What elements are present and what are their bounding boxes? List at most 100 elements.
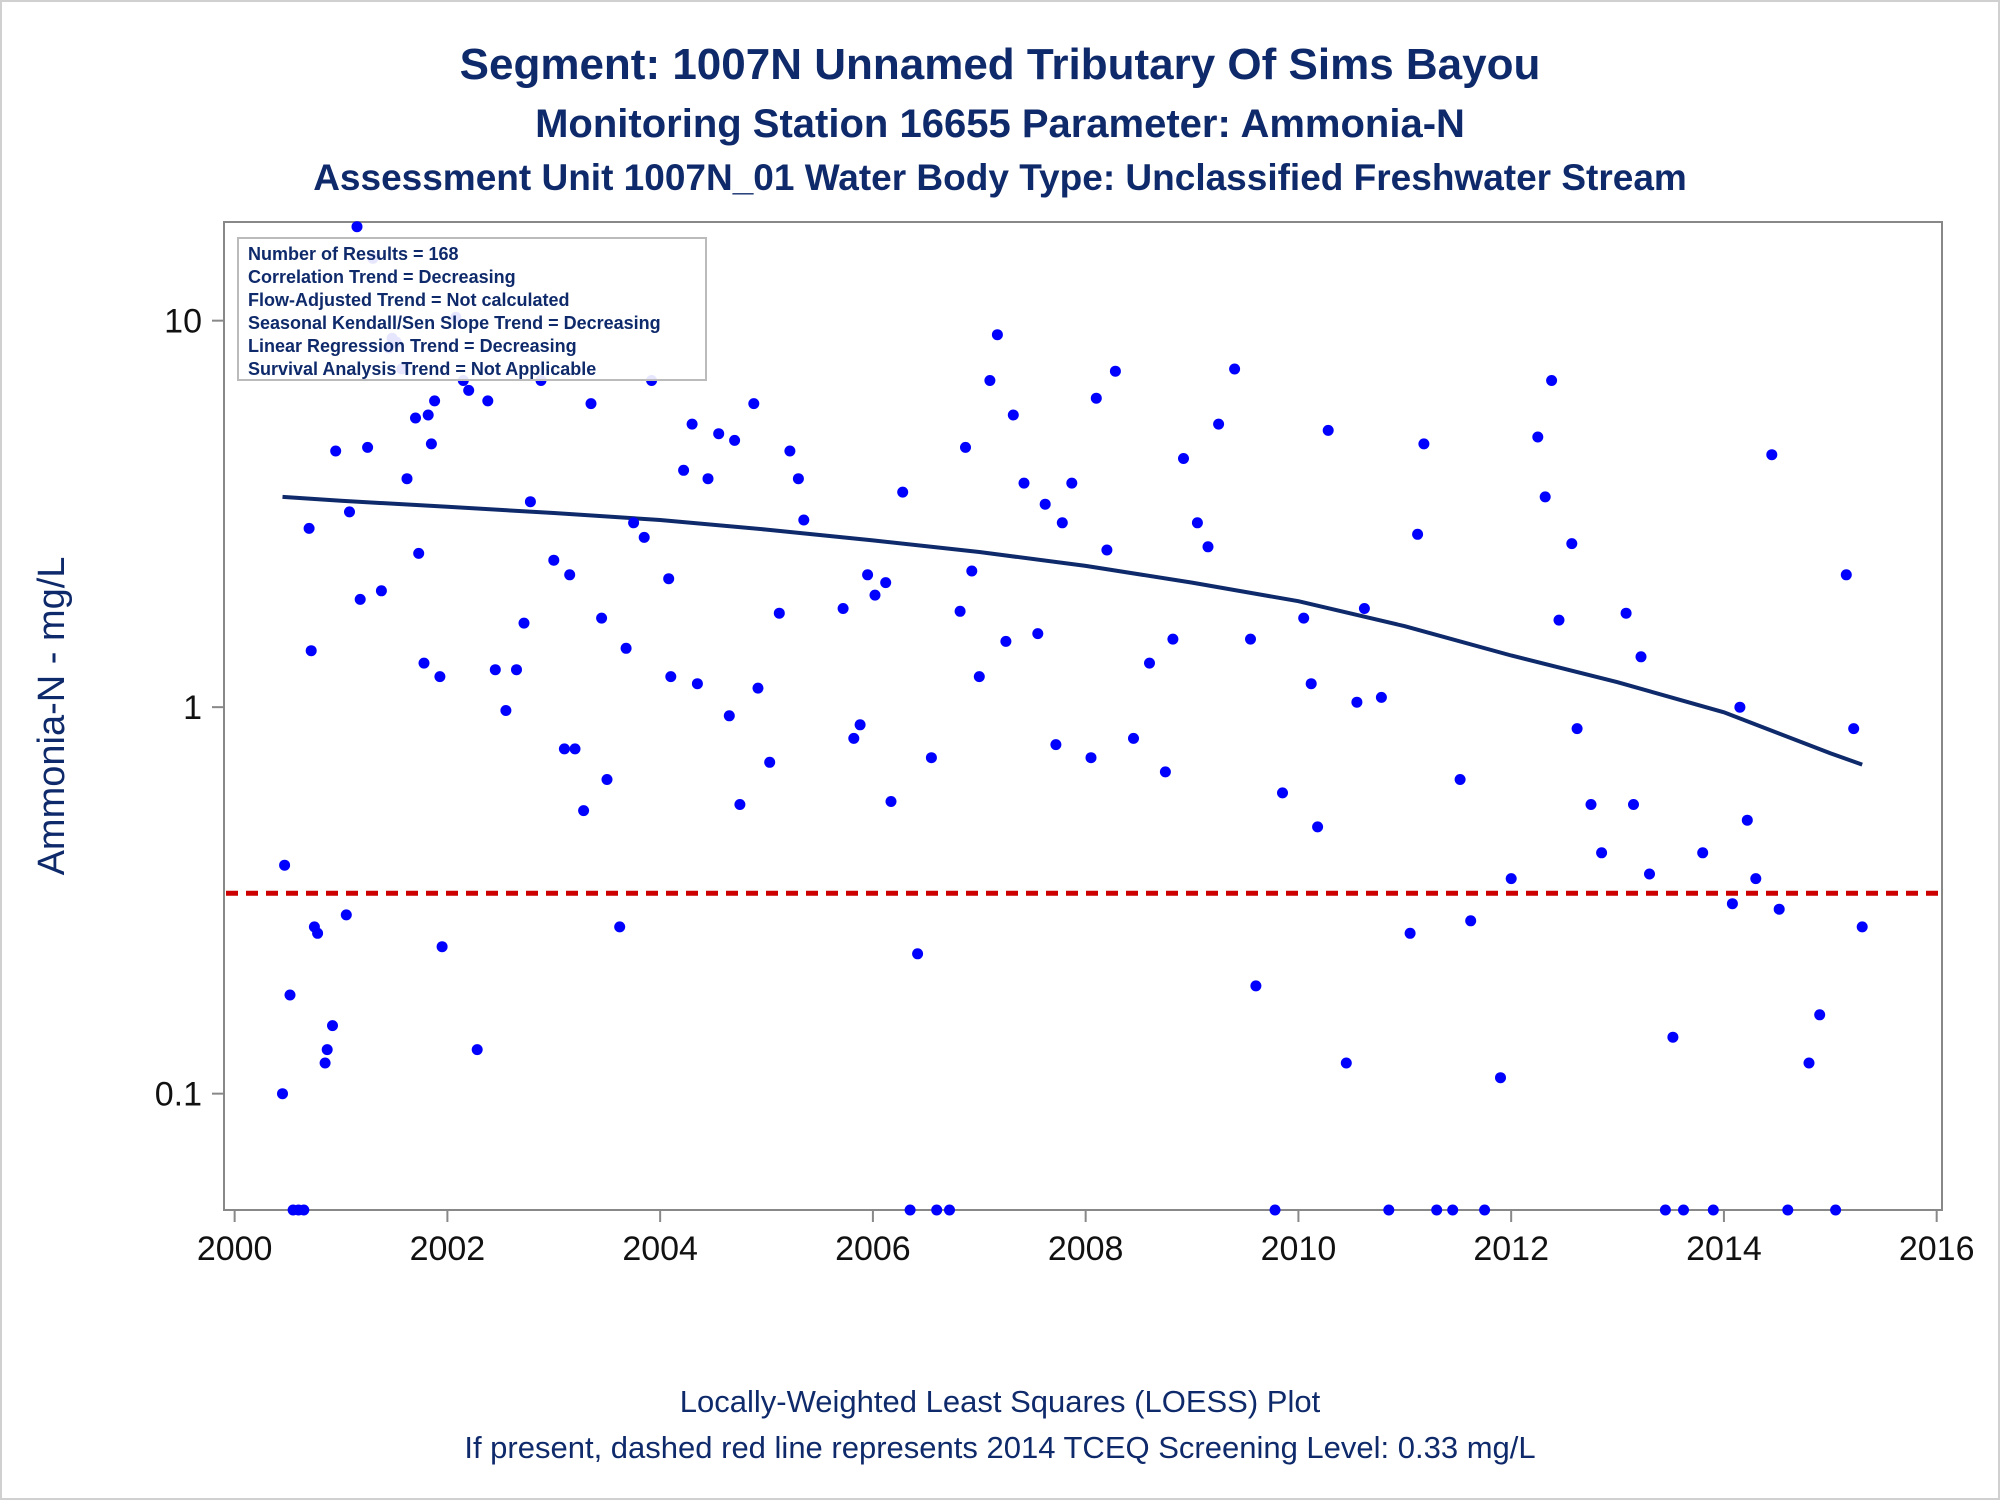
data-point xyxy=(1532,431,1544,443)
data-point xyxy=(418,657,430,669)
chart-title: Segment: 1007N Unnamed Tributary Of Sims… xyxy=(459,40,1541,89)
data-point xyxy=(1707,1204,1719,1216)
data-point xyxy=(351,221,363,233)
data-point xyxy=(663,573,675,585)
data-point xyxy=(614,921,626,933)
data-point xyxy=(375,585,387,597)
data-point xyxy=(691,678,703,690)
data-point xyxy=(848,732,860,744)
data-point xyxy=(1539,491,1551,503)
data-point xyxy=(1726,898,1738,910)
data-point xyxy=(954,605,966,617)
data-point xyxy=(1479,1204,1491,1216)
x-tick-label: 2014 xyxy=(1686,1230,1762,1268)
data-point xyxy=(1585,799,1597,810)
data-point xyxy=(340,909,352,921)
footnote-screening: If present, dashed red line represents 2… xyxy=(464,1430,1536,1465)
data-point xyxy=(284,989,296,1001)
data-point xyxy=(1375,691,1387,703)
data-point xyxy=(1750,873,1762,885)
data-point xyxy=(277,1088,288,1100)
data-point xyxy=(984,375,996,386)
data-point xyxy=(569,743,581,755)
data-point xyxy=(912,948,924,960)
stats-box-line: Seasonal Kendall/Sen Slope Trend = Decre… xyxy=(248,313,661,333)
data-point xyxy=(321,1044,333,1056)
data-point xyxy=(344,506,355,518)
data-point xyxy=(1803,1057,1815,1069)
data-point xyxy=(482,395,494,407)
data-point xyxy=(752,682,764,694)
data-point xyxy=(897,486,909,498)
data-point xyxy=(1620,607,1632,619)
data-point xyxy=(1202,541,1214,553)
stats-box-line: Linear Regression Trend = Decreasing xyxy=(248,336,577,356)
data-point xyxy=(1571,723,1583,735)
data-point xyxy=(1007,409,1019,421)
data-point xyxy=(319,1057,331,1069)
data-point xyxy=(1830,1204,1842,1216)
stats-box-line: Survival Analysis Trend = Not Applicable xyxy=(248,359,596,379)
data-point xyxy=(524,496,536,508)
data-point xyxy=(1766,449,1778,461)
data-point xyxy=(471,1044,483,1056)
stats-box-line: Number of Results = 168 xyxy=(248,244,459,264)
data-point xyxy=(303,522,315,534)
data-point xyxy=(1667,1031,1679,1043)
data-point xyxy=(1322,424,1334,436)
data-point xyxy=(966,565,978,577)
data-point xyxy=(1412,528,1424,540)
data-point xyxy=(678,464,690,476)
data-point xyxy=(489,664,501,676)
data-point xyxy=(1340,1057,1352,1069)
data-point xyxy=(585,398,597,410)
data-point xyxy=(904,1204,916,1216)
data-point xyxy=(713,428,725,440)
data-point xyxy=(1305,678,1317,690)
data-point xyxy=(792,473,804,485)
data-point xyxy=(312,927,324,939)
data-point xyxy=(862,569,874,581)
data-point xyxy=(1056,517,1068,529)
data-point xyxy=(1085,752,1097,764)
data-point xyxy=(638,531,650,543)
data-point xyxy=(1741,814,1753,826)
x-tick-label: 2002 xyxy=(410,1230,486,1268)
data-point xyxy=(1269,1204,1281,1216)
data-point xyxy=(1039,498,1051,510)
data-point xyxy=(1351,696,1363,708)
data-point xyxy=(1090,392,1102,404)
data-point xyxy=(330,445,342,457)
data-point xyxy=(686,418,698,430)
data-point xyxy=(429,395,441,407)
data-point xyxy=(1628,799,1639,810)
data-point xyxy=(1018,477,1030,489)
data-point xyxy=(729,434,741,446)
data-point xyxy=(548,554,560,566)
data-point xyxy=(1659,1204,1671,1216)
x-tick-label: 2000 xyxy=(197,1230,273,1268)
data-point xyxy=(1495,1072,1506,1084)
y-axis-title: Ammonia-N - mg/L xyxy=(31,557,73,876)
data-point xyxy=(601,774,613,785)
data-point xyxy=(1734,701,1746,713)
data-point xyxy=(764,756,776,768)
data-point xyxy=(1596,847,1608,859)
data-point xyxy=(1245,633,1256,645)
data-point xyxy=(620,642,632,654)
data-point xyxy=(564,569,576,581)
data-point xyxy=(1159,766,1171,778)
x-tick-label: 2010 xyxy=(1261,1230,1337,1268)
data-point xyxy=(1167,633,1179,645)
y-tick-label: 0.1 xyxy=(155,1076,202,1114)
plot-frame xyxy=(223,221,1943,1211)
data-point xyxy=(500,705,512,716)
data-point xyxy=(1418,438,1430,450)
data-point xyxy=(463,384,475,396)
data-point xyxy=(518,617,530,629)
data-point xyxy=(1553,614,1565,626)
data-point xyxy=(748,398,760,410)
stats-box-line: Correlation Trend = Decreasing xyxy=(248,267,516,287)
data-point xyxy=(702,473,714,485)
